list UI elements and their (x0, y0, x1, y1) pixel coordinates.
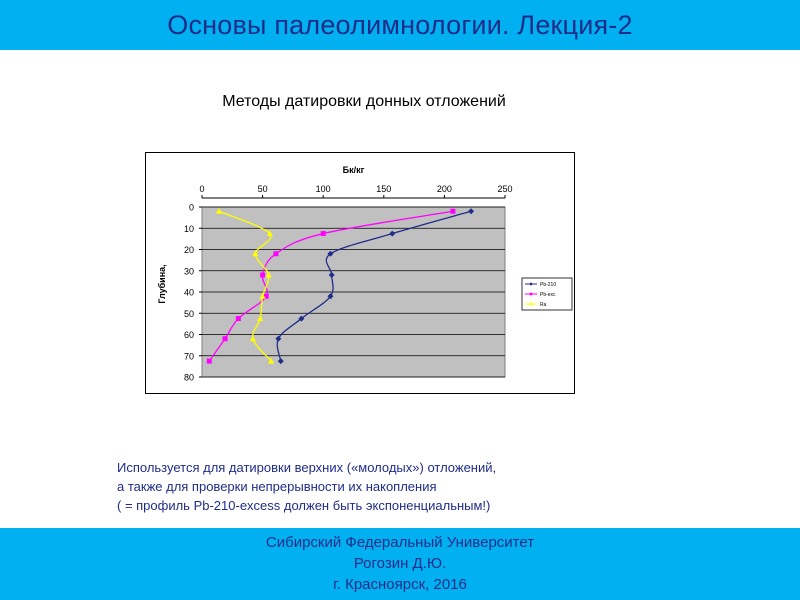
data-point (222, 336, 228, 342)
series-line-1 (208, 210, 453, 362)
data-point (450, 208, 456, 214)
data-point (260, 272, 266, 278)
data-point (328, 272, 335, 278)
y-tick-label: 0 (189, 203, 194, 213)
depth-profile-chart: 0 10 20 30 40 50 60 70 80 0 50 100 150 200 250 Бк/кг Глу… (145, 152, 575, 394)
data-point (389, 230, 396, 237)
legend-label: Ra (540, 302, 547, 308)
data-point (275, 335, 282, 342)
footer-author: Рогозин Д.Ю. (353, 555, 447, 572)
y-tick-label: 10 (184, 224, 194, 234)
data-point (252, 250, 259, 257)
y-tick-label: 70 (184, 351, 194, 361)
y-tick-label: 60 (184, 330, 194, 340)
data-point (266, 230, 273, 237)
x-tick-label: 150 (376, 184, 391, 194)
data-point (265, 271, 272, 278)
data-point (249, 335, 256, 342)
data-point (273, 251, 279, 257)
x-tick-label: 250 (497, 184, 512, 194)
x-tick-label: 100 (316, 184, 331, 194)
data-point (320, 231, 326, 237)
data-point (298, 315, 305, 322)
x-tick-label: 200 (437, 184, 452, 194)
footer-city-year: г. Красноярск, 2016 (333, 576, 467, 593)
legend-marker (529, 301, 533, 306)
notes-line-2: а также для проверки непрерывности их на… (117, 479, 437, 494)
data-point (259, 292, 266, 299)
data-point (257, 315, 264, 322)
data-point (268, 357, 275, 364)
data-point (327, 293, 334, 300)
data-point (215, 207, 222, 214)
x-tick-label: 50 (258, 184, 268, 194)
data-point (468, 208, 475, 215)
y-tick-label: 30 (184, 266, 194, 276)
footer-university: Сибирский Федеральный Университет (265, 534, 535, 551)
data-point (235, 316, 241, 322)
y-tick-label: 20 (184, 245, 194, 255)
y-tick-label: 80 (184, 373, 194, 383)
y-tick-label: 50 (184, 309, 194, 319)
legend-label: Pb-210 (540, 282, 556, 288)
x-axis-title: Бк/кг (343, 165, 365, 175)
y-tick-label: 40 (184, 288, 194, 298)
legend-marker (529, 292, 533, 296)
notes-text: Используется для датировки верхних («мол… (117, 458, 637, 515)
legend-label: Pb-exc (540, 292, 556, 298)
chart-container: 0 10 20 30 40 50 60 70 80 0 50 100 150 200 250 Бк/кг Глу… (145, 152, 575, 394)
notes-line-3: ( = профиль Pb-210-excess должен быть эк… (117, 498, 491, 513)
slide-subtitle: Методы датировки донных отложений (222, 93, 506, 110)
y-axis-title: Глубина, (157, 264, 167, 303)
x-tick-label: 0 (199, 184, 204, 194)
data-point (277, 358, 284, 365)
data-point (206, 358, 212, 364)
data-point (263, 293, 269, 299)
slide-header: Основы палеолимнологии. Лекция-2 (0, 0, 800, 50)
slide-title: Основы палеолимнологии. Лекция-2 (167, 9, 633, 40)
notes-line-1: Используется для датировки верхних («мол… (117, 460, 497, 475)
slide-footer: Сибирский Федеральный Университет Рогози… (0, 528, 800, 600)
data-point (327, 250, 334, 257)
